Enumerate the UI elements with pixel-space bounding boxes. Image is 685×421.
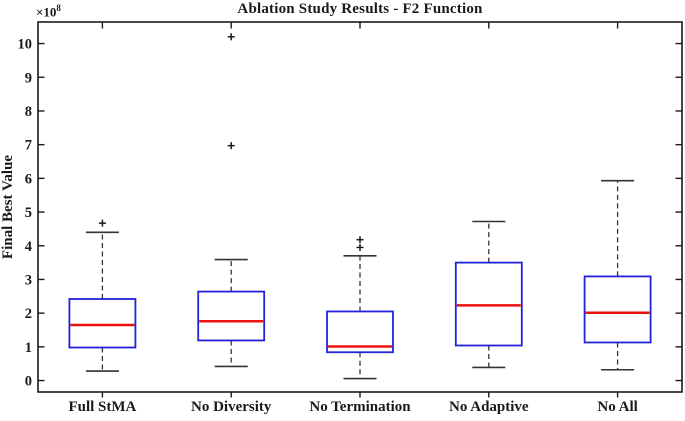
box-no-adaptive-iqr: [454, 261, 523, 347]
x-tick-label-no-diversity: No Diversity: [191, 399, 272, 415]
y-multiplier-exponent: 8: [56, 3, 61, 13]
box-no-all-iqr: [583, 275, 652, 344]
x-tick-label-full-stma: Full StMA: [68, 399, 136, 415]
x-tick-label-no-termination: No Termination: [309, 399, 411, 415]
y-tick-label: 7: [25, 138, 32, 154]
y-tick-label: 4: [25, 239, 32, 255]
x-tick-label-no-adaptive: No Adaptive: [449, 399, 529, 415]
y-multiplier-base: ×10: [36, 4, 57, 20]
box-full-stma-iqr: [68, 298, 137, 349]
y-tick-label: 2: [25, 306, 32, 322]
y-tick-label: 9: [25, 70, 32, 86]
y-tick-label: 0: [25, 374, 32, 390]
chart-title: Ablation Study Results - F2 Function: [237, 1, 483, 17]
y-axis-label: Final Best Value: [0, 154, 16, 260]
x-tick-label-no-all: No All: [597, 399, 637, 415]
y-tick-label: 6: [25, 171, 32, 187]
y-tick-label: 1: [25, 340, 32, 356]
y-tick-label: 10: [18, 37, 33, 53]
y-axis-multiplier: ×108: [36, 3, 61, 20]
box-no-diversity-iqr: [197, 290, 266, 342]
y-tick-label: 8: [25, 104, 32, 120]
y-tick-label: 3: [25, 272, 32, 288]
y-tick-label: 5: [25, 205, 32, 221]
